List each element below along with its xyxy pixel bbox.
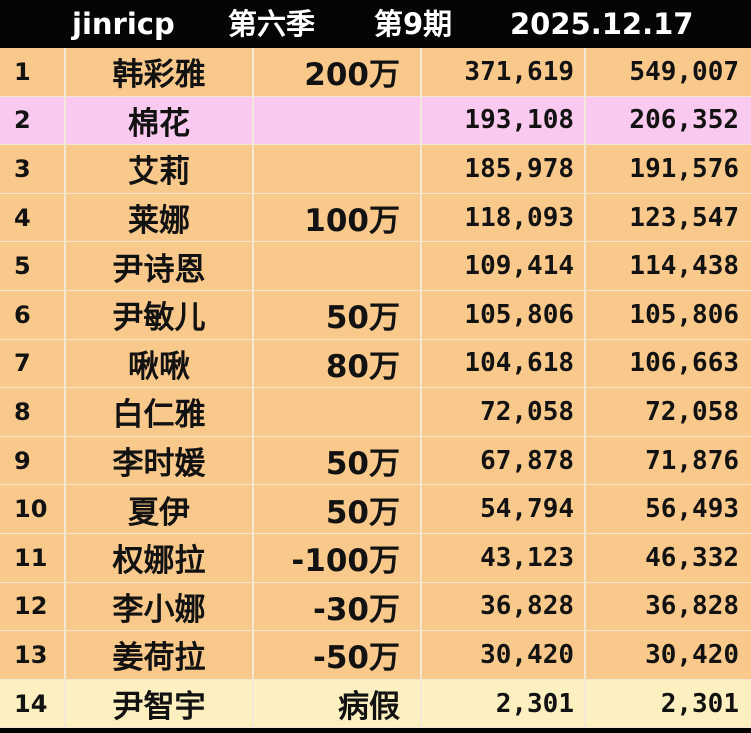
- value-a-cell: 54,794: [420, 485, 584, 533]
- value-a-cell: 185,978: [420, 145, 584, 193]
- value-b-cell: 46,332: [584, 533, 751, 582]
- name-cell: 白仁雅: [64, 388, 252, 436]
- value-b-cell: 206,352: [584, 96, 751, 145]
- rank-cell: 5: [14, 252, 31, 281]
- value-b-cell: 105,806: [584, 290, 751, 339]
- header-bar: jinricp 第六季 第9期 2025.12.17: [0, 0, 751, 48]
- value-b-cell: 114,438: [584, 242, 751, 290]
- rank-cell: 11: [14, 543, 48, 572]
- table-row: 1 韩彩雅 200万 371,619 549,007: [0, 48, 751, 97]
- table-row: 7 啾啾 80万 104,618 106,663: [0, 339, 751, 389]
- value-a-cell: 30,420: [420, 631, 584, 679]
- value-a-cell: 109,414: [420, 242, 584, 290]
- name-cell: 啾啾: [64, 339, 252, 388]
- header-season: 第六季: [228, 7, 316, 41]
- bonus-cell: 200万: [252, 48, 420, 96]
- bonus-cell: [252, 388, 420, 436]
- value-b-cell: 549,007: [584, 48, 751, 96]
- value-b-cell: 30,420: [584, 631, 751, 679]
- bonus-cell: -100万: [252, 533, 420, 582]
- value-b-cell: 72,058: [584, 388, 751, 436]
- value-a-cell: 43,123: [420, 533, 584, 582]
- name-cell: 棉花: [64, 96, 252, 145]
- table-row: 5 尹诗恩 109,414 114,438: [0, 242, 751, 291]
- header-date: 2025.12.17: [510, 7, 694, 41]
- table-row: 10 夏伊 50万 54,794 56,493: [0, 485, 751, 534]
- value-b-cell: 36,828: [584, 582, 751, 631]
- bonus-cell: 100万: [252, 193, 420, 242]
- ranking-table: 1 韩彩雅 200万 371,619 549,007 2 棉花 193,108 …: [0, 48, 751, 729]
- rank-cell: 6: [14, 300, 31, 329]
- name-cell: 艾莉: [64, 145, 252, 193]
- rank-cell: 1: [14, 57, 31, 86]
- value-b-cell: 71,876: [584, 436, 751, 485]
- table-row: 8 白仁雅 72,058 72,058: [0, 388, 751, 437]
- value-a-cell: 193,108: [420, 96, 584, 145]
- header-name: jinricp: [72, 7, 175, 41]
- table-row-last: 14 尹智宇 病假 2,301 2,301: [0, 679, 751, 729]
- bonus-cell: 50万: [252, 290, 420, 339]
- table-row: 12 李小娜 -30万 36,828 36,828: [0, 582, 751, 632]
- bonus-cell: -50万: [252, 631, 420, 679]
- value-b-cell: 56,493: [584, 485, 751, 533]
- name-cell: 夏伊: [64, 485, 252, 533]
- rank-cell: 2: [14, 106, 31, 135]
- table-row: 9 李时媛 50万 67,878 71,876: [0, 436, 751, 486]
- value-b-cell: 123,547: [584, 193, 751, 242]
- name-cell: 韩彩雅: [64, 48, 252, 96]
- rank-cell: 14: [14, 689, 48, 718]
- table-row: 6 尹敏儿 50万 105,806 105,806: [0, 290, 751, 340]
- table-row: 11 权娜拉 -100万 43,123 46,332: [0, 533, 751, 583]
- value-a-cell: 72,058: [420, 388, 584, 436]
- bonus-cell: 病假: [252, 679, 420, 728]
- value-b-cell: 2,301: [584, 679, 751, 728]
- rank-cell: 4: [14, 203, 31, 232]
- table-row-highlighted: 2 棉花 193,108 206,352: [0, 96, 751, 146]
- name-cell: 李小娜: [64, 582, 252, 631]
- table-row: 3 艾莉 185,978 191,576: [0, 145, 751, 194]
- bonus-cell: -30万: [252, 582, 420, 631]
- rank-cell: 12: [14, 592, 48, 621]
- header-episode: 第9期: [374, 7, 453, 41]
- rank-cell: 10: [14, 495, 48, 524]
- bonus-cell: [252, 96, 420, 145]
- table-row: 13 姜荷拉 -50万 30,420 30,420: [0, 631, 751, 680]
- bonus-cell: 80万: [252, 339, 420, 388]
- value-a-cell: 118,093: [420, 193, 584, 242]
- table-row: 4 莱娜 100万 118,093 123,547: [0, 193, 751, 243]
- bonus-cell: [252, 145, 420, 193]
- name-cell: 姜荷拉: [64, 631, 252, 679]
- rank-cell: 9: [14, 446, 31, 475]
- rank-cell: 13: [14, 640, 48, 669]
- name-cell: 尹诗恩: [64, 242, 252, 290]
- value-b-cell: 191,576: [584, 145, 751, 193]
- bonus-cell: 50万: [252, 436, 420, 485]
- value-a-cell: 371,619: [420, 48, 584, 96]
- value-a-cell: 105,806: [420, 290, 584, 339]
- rank-cell: 3: [14, 154, 31, 183]
- name-cell: 尹智宇: [64, 679, 252, 728]
- bonus-cell: 50万: [252, 485, 420, 533]
- name-cell: 权娜拉: [64, 533, 252, 582]
- rank-cell: 8: [14, 397, 31, 426]
- value-b-cell: 106,663: [584, 339, 751, 388]
- value-a-cell: 36,828: [420, 582, 584, 631]
- value-a-cell: 104,618: [420, 339, 584, 388]
- name-cell: 李时媛: [64, 436, 252, 485]
- value-a-cell: 2,301: [420, 679, 584, 728]
- bonus-cell: [252, 242, 420, 290]
- name-cell: 莱娜: [64, 193, 252, 242]
- name-cell: 尹敏儿: [64, 290, 252, 339]
- value-a-cell: 67,878: [420, 436, 584, 485]
- rank-cell: 7: [14, 349, 31, 378]
